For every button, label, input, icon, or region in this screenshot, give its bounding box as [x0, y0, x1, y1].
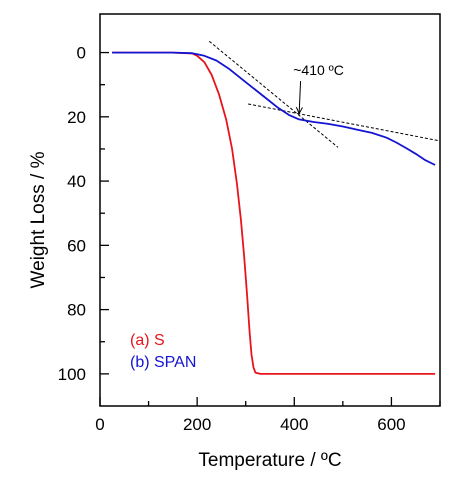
axis-ticks [99, 51, 441, 406]
tangent-line [248, 103, 441, 142]
tangent-lines [208, 40, 441, 148]
x-tick-label: 0 [95, 415, 104, 434]
x-tick-label: 200 [183, 415, 211, 434]
y-tick-label: 100 [58, 365, 86, 384]
legend-entry-s: (a) S [130, 332, 165, 349]
plot-area: ~410 ºC [99, 13, 441, 407]
series-line-a-s [112, 51, 436, 375]
y-tick-label: 0 [77, 44, 86, 63]
x-tick-label: 400 [280, 415, 308, 434]
series-group [112, 51, 436, 375]
x-axis-title: Temperature / ºC [198, 450, 341, 471]
series-line-b-span [112, 51, 436, 166]
y-tick-label: 80 [67, 301, 86, 320]
y-tick-label: 40 [67, 172, 86, 191]
annotation-arrowhead [295, 106, 303, 115]
y-tick-label: 60 [67, 236, 86, 255]
x-tick-label: 600 [377, 415, 405, 434]
tangent-line [208, 40, 339, 148]
tick-labels: 0 200 400 600 0 20 40 60 80 100 [58, 44, 406, 434]
legend: (a) S (b) SPAN [130, 332, 196, 371]
y-axis-title: Weight Loss / % [28, 151, 49, 288]
annotation-label: ~410 ºC [293, 62, 344, 78]
legend-entry-span: (b) SPAN [130, 354, 196, 371]
y-tick-label: 20 [67, 108, 86, 127]
annotation-group: ~410 ºC [293, 62, 344, 115]
plot-frame [99, 13, 441, 407]
annotation-arrow [298, 81, 302, 114]
